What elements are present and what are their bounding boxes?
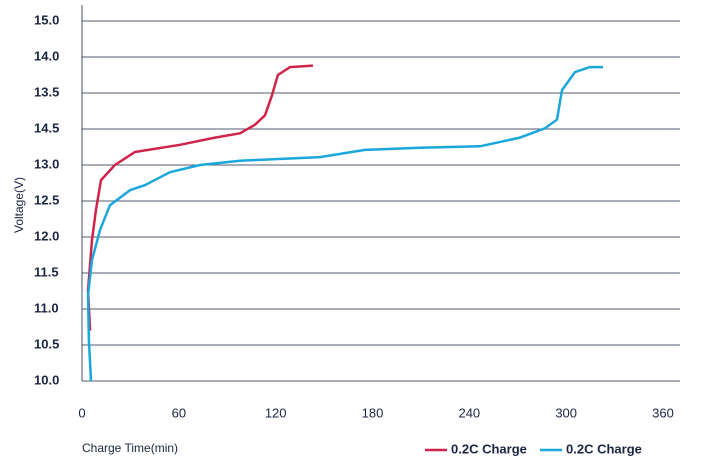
x-tick-label: 360 xyxy=(652,405,674,420)
y-tick-label: 13.5 xyxy=(34,84,59,99)
x-tick-label: 300 xyxy=(555,405,577,420)
y-tick-label: 11.5 xyxy=(34,264,59,279)
y-tick-label: 12.5 xyxy=(34,192,59,207)
y-tick-label: 13.0 xyxy=(34,156,59,171)
x-tick-label: 240 xyxy=(458,405,480,420)
legend-label: 0.2C Charge xyxy=(451,441,527,456)
data-line xyxy=(86,65,603,382)
x-tick-label: 0 xyxy=(78,405,85,420)
y-tick-label: 10.0 xyxy=(34,372,59,387)
x-tick-label: 180 xyxy=(362,405,384,420)
x-axis-label: Charge Time(min) xyxy=(82,441,178,455)
y-tick-label: 15.0 xyxy=(34,12,59,27)
x-tick-label: 60 xyxy=(172,405,186,420)
y-tick-label: 14.5 xyxy=(34,120,59,135)
y-tick-label: 14.0 xyxy=(34,48,59,63)
y-axis-label: Voltage(V) xyxy=(12,177,26,233)
data-line xyxy=(86,64,313,331)
x-tick-label: 120 xyxy=(265,405,287,420)
legend-label: 0.2C Charge xyxy=(566,441,642,456)
y-tick-label: 10.5 xyxy=(34,336,59,351)
y-tick-label: 11.0 xyxy=(34,300,59,315)
y-tick-label: 12.0 xyxy=(34,228,59,243)
